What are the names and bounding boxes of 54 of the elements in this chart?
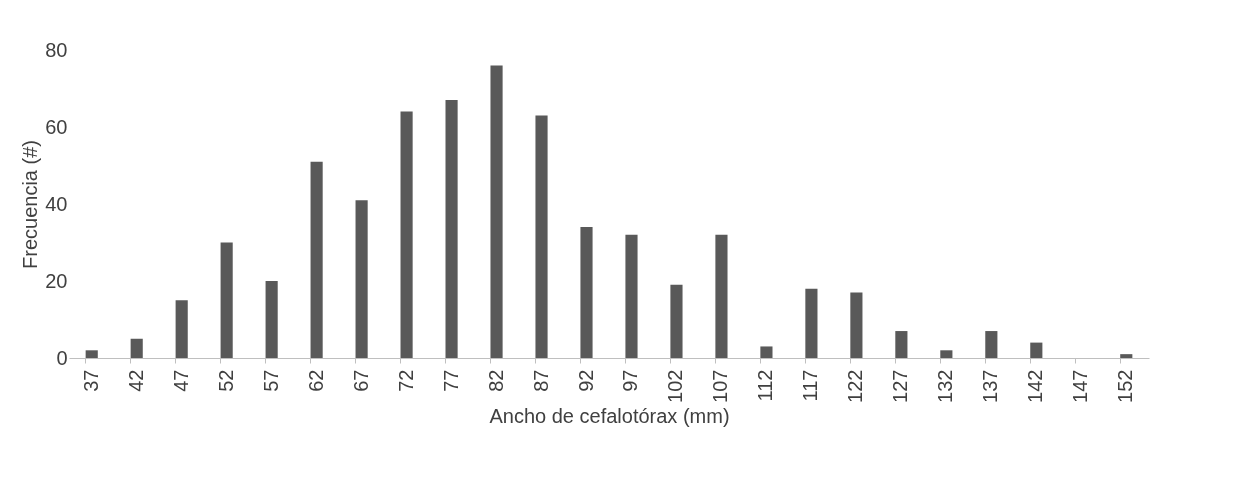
- bar: [715, 234, 728, 358]
- bar: [310, 161, 323, 358]
- x-tick-label: 37: [79, 369, 102, 392]
- y-tick-label: 80: [45, 38, 68, 61]
- y-tick-label: 0: [56, 346, 68, 369]
- bar: [625, 234, 638, 358]
- x-tick-label: 62: [304, 369, 327, 392]
- x-tick-label: 147: [1069, 369, 1092, 403]
- bar: [940, 350, 953, 358]
- y-tick-label: 40: [45, 192, 68, 215]
- x-tick-label: 97: [619, 369, 642, 392]
- x-tick-label: 122: [844, 369, 867, 403]
- x-tick-label: 117: [799, 369, 822, 402]
- x-tick-label: 137: [979, 369, 1002, 403]
- x-tick-label: 142: [1024, 369, 1047, 403]
- bar: [220, 242, 233, 358]
- x-tick-label: 57: [259, 369, 282, 392]
- bar: [1030, 342, 1043, 358]
- bar: [490, 65, 503, 358]
- y-tick-label: 60: [45, 115, 68, 138]
- x-tick-label: 127: [889, 369, 912, 403]
- x-tick-label: 77: [439, 369, 462, 392]
- bar: [850, 292, 863, 358]
- bar: [1120, 354, 1133, 358]
- x-tick-label: 72: [394, 369, 417, 392]
- x-tick-label: 52: [214, 369, 237, 392]
- x-tick-label: 102: [664, 369, 687, 403]
- bar: [175, 300, 188, 358]
- x-axis-title: Ancho de cefalotórax (mm): [489, 404, 730, 427]
- x-tick-label: 42: [124, 369, 147, 392]
- x-tick-label: 152: [1114, 369, 1137, 403]
- x-tick-label: 67: [349, 369, 372, 392]
- x-tick-label: 47: [169, 369, 192, 392]
- bar: [580, 227, 593, 358]
- x-tick-label: 132: [934, 369, 957, 403]
- bar: [265, 281, 278, 358]
- y-axis-title: Frecuencia (#): [19, 140, 42, 269]
- bar: [85, 350, 98, 358]
- bar: [985, 331, 998, 358]
- x-tick-label: 92: [574, 369, 597, 392]
- bar: [670, 284, 683, 358]
- x-tick-label: 112: [754, 369, 777, 402]
- bar: [445, 100, 458, 358]
- bar: [130, 338, 143, 358]
- bar: [355, 200, 368, 358]
- x-tick-label: 107: [709, 369, 732, 403]
- x-tick-label: 82: [484, 369, 507, 392]
- bar: [760, 346, 773, 358]
- bar: [400, 111, 413, 358]
- bar: [895, 331, 908, 358]
- bar: [535, 115, 548, 358]
- bar: [805, 288, 818, 358]
- y-tick-label: 20: [45, 269, 68, 292]
- x-tick-label: 87: [529, 369, 552, 392]
